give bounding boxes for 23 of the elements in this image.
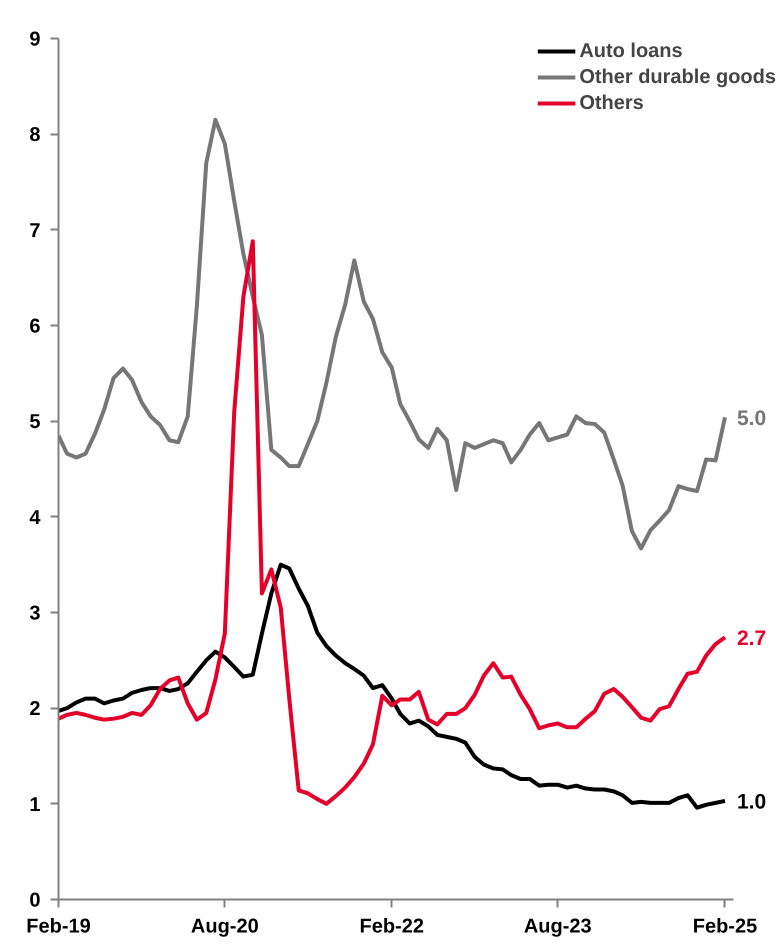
annotation: 5.0 bbox=[736, 406, 766, 430]
y-tick-label: 2 bbox=[29, 698, 40, 720]
y-tick-label: 9 bbox=[29, 28, 40, 50]
y-tick-label: 6 bbox=[29, 316, 40, 338]
y-tick-label: 1 bbox=[29, 794, 40, 816]
legend-label: Other durable goods bbox=[579, 64, 776, 90]
y-tick-label: 0 bbox=[29, 890, 40, 912]
y-tick-label: 7 bbox=[29, 220, 40, 242]
annotation: 2.7 bbox=[736, 626, 766, 650]
legend-label: Auto loans bbox=[579, 38, 683, 64]
y-tick-label: 3 bbox=[29, 602, 40, 624]
y-tick-label: 5 bbox=[29, 411, 40, 434]
x-tick-label: Aug-20 bbox=[190, 916, 259, 938]
legend-label: Others bbox=[579, 90, 644, 116]
x-tick-label: Feb-22 bbox=[360, 916, 424, 938]
x-tick-label: Feb-19 bbox=[26, 916, 91, 938]
y-tick-label: 8 bbox=[29, 124, 40, 146]
line-series bbox=[58, 239, 727, 806]
x-tick-label: Feb-25 bbox=[692, 916, 758, 938]
annotation: 1.0 bbox=[736, 790, 766, 814]
y-tick-label: 4 bbox=[29, 506, 42, 529]
line-series bbox=[58, 562, 727, 810]
x-tick-label: Aug-23 bbox=[524, 916, 592, 938]
